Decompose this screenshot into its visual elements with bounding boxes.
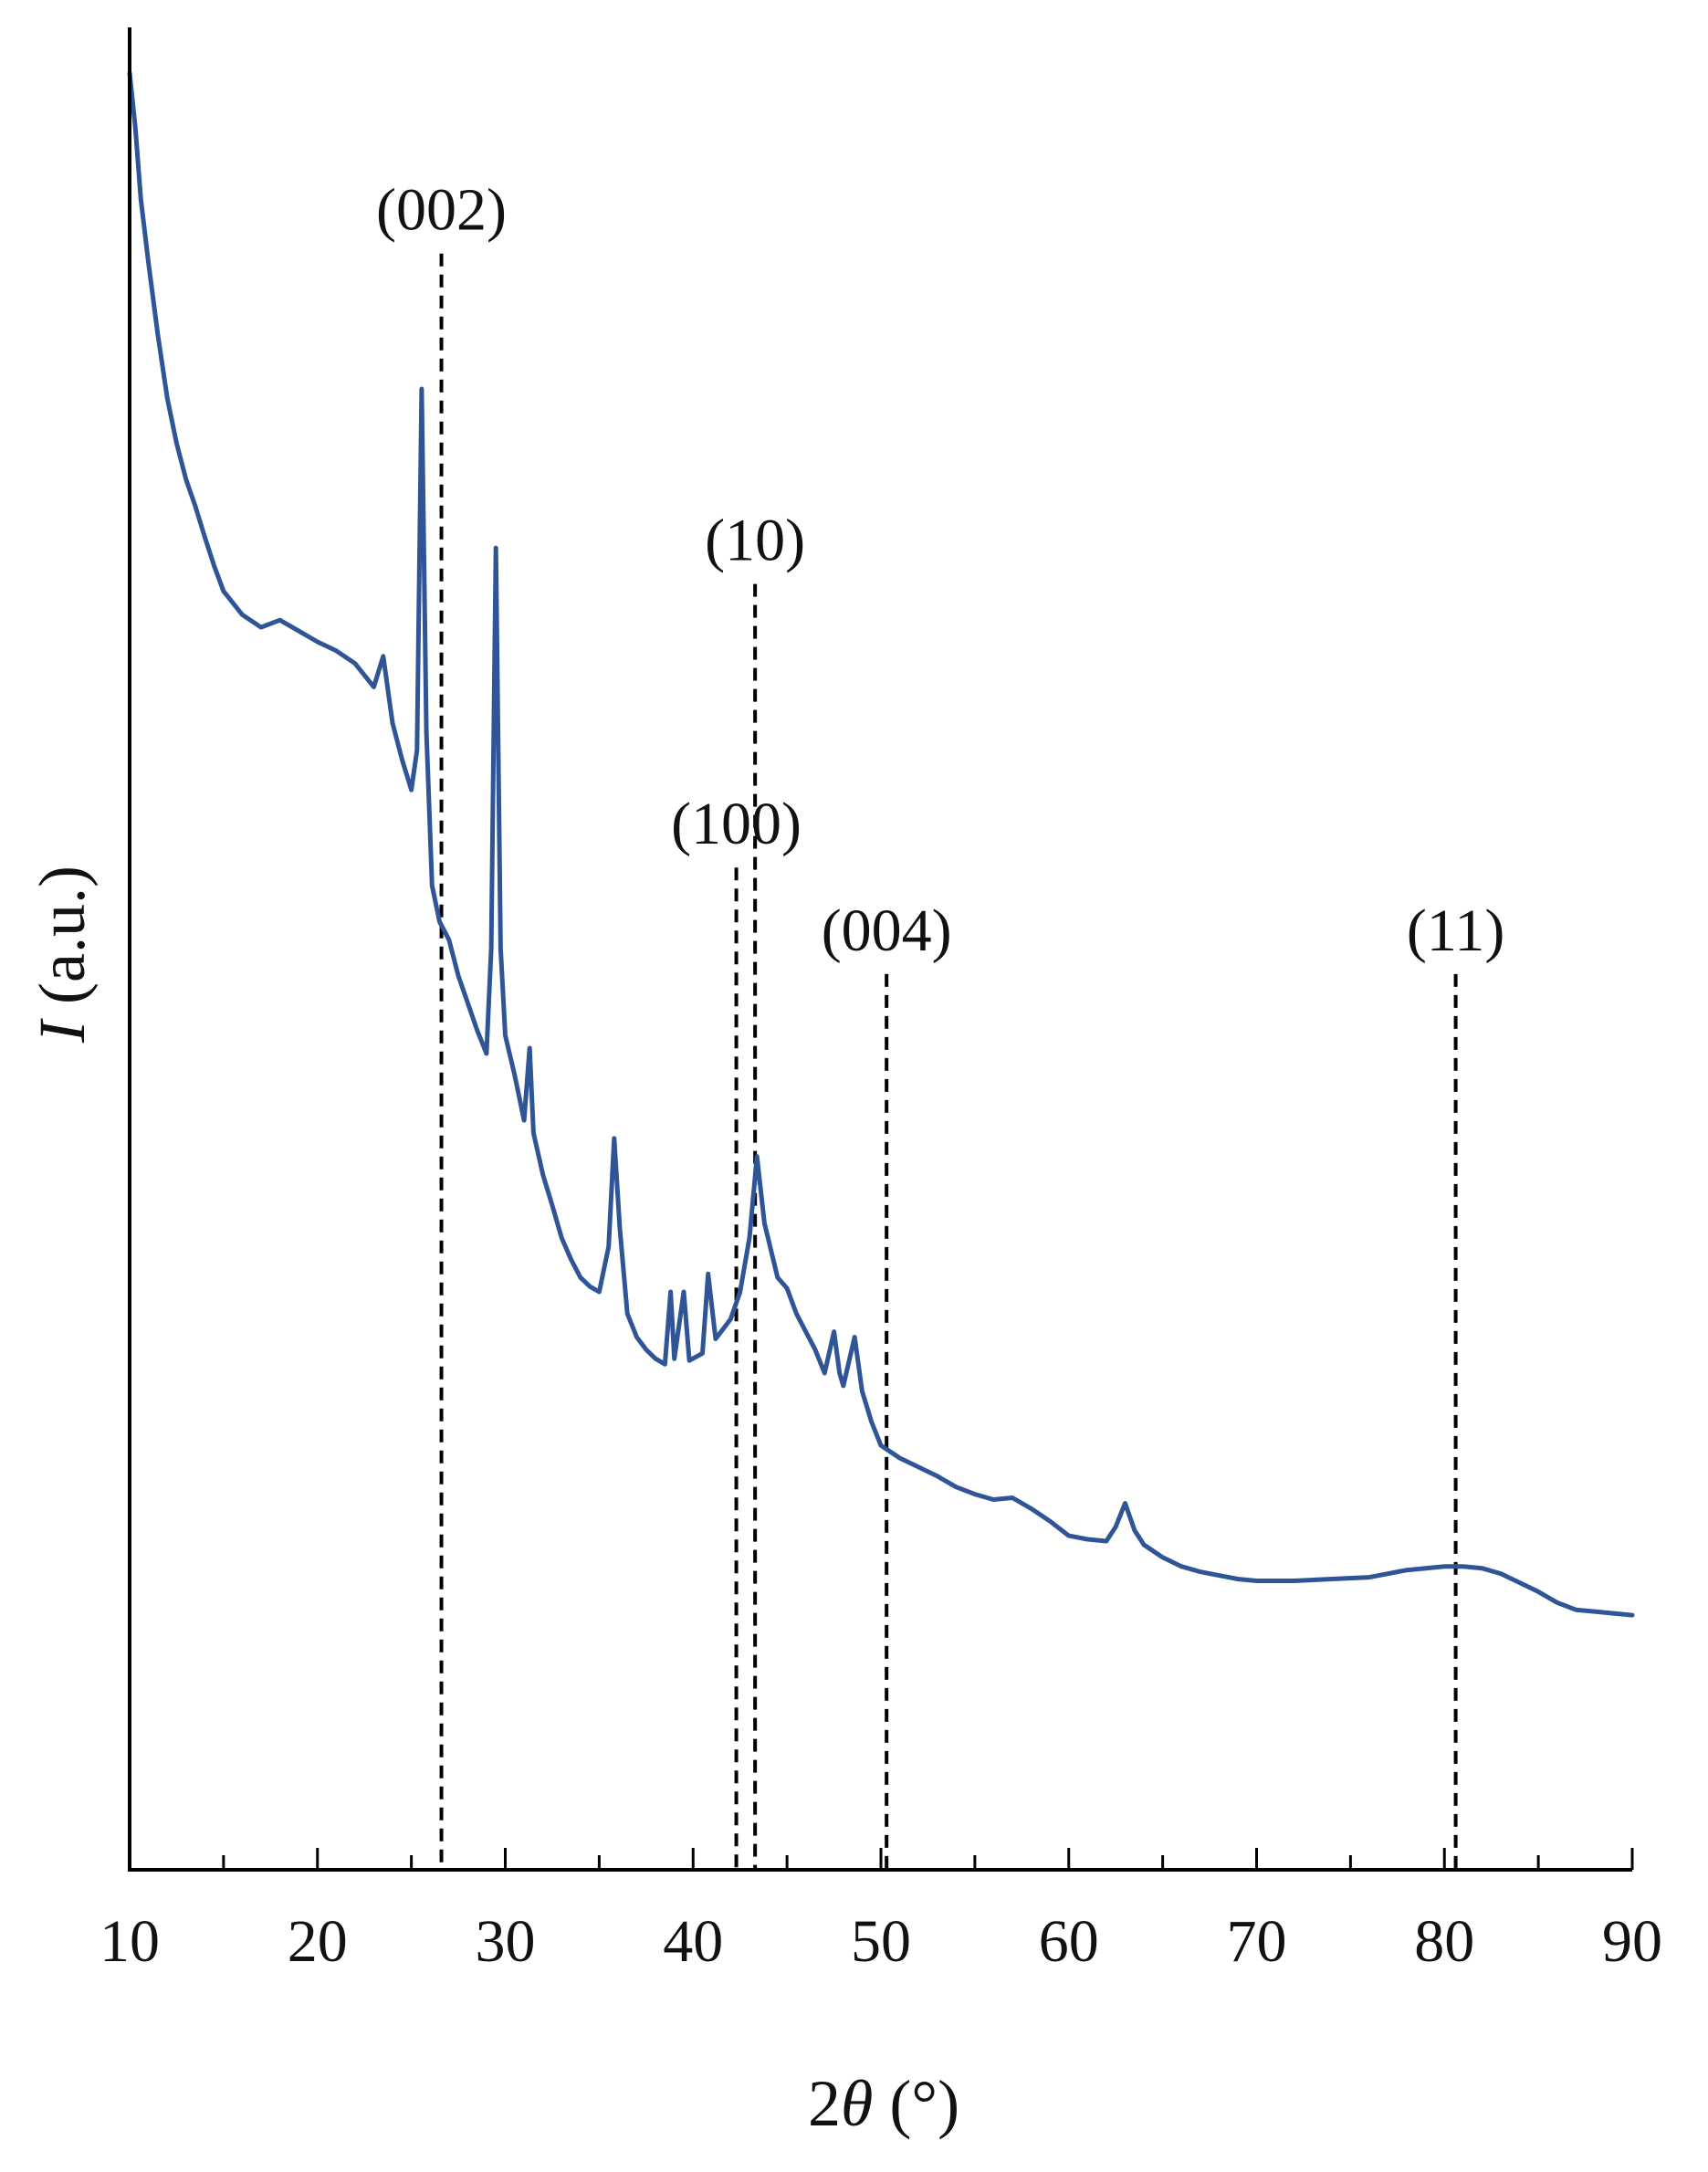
x-tick-label: 70	[1227, 1908, 1287, 1975]
x-tick-label: 60	[1039, 1908, 1099, 1975]
series-line	[127, 70, 1635, 1618]
y-axis-title: I (a.u.)	[26, 866, 99, 1044]
x-tick-label: 10	[100, 1908, 160, 1975]
reference-line-label: (10)	[705, 508, 805, 574]
reference-line-label: (11)	[1407, 897, 1505, 964]
reference-line-label: (100)	[671, 791, 802, 857]
reference-line-label: (004)	[822, 897, 952, 964]
x-tick-label: 30	[476, 1908, 536, 1975]
x-tick-label: 80	[1414, 1908, 1474, 1975]
reference-line-label: (002)	[376, 177, 507, 244]
x-tick-label: 90	[1602, 1908, 1662, 1975]
x-tick-label: 40	[663, 1908, 723, 1975]
reference-lines	[439, 253, 1458, 1870]
reference-line-labels: (002) (100) (10) (004) (11)	[376, 177, 1504, 964]
x-axis-ticks	[128, 1848, 1634, 1870]
x-tick-label: 50	[851, 1908, 911, 1975]
x-axis-tick-labels: 10 20 30 40 50 60 70 80 90	[100, 1908, 1662, 1975]
x-tick-label: 20	[288, 1908, 348, 1975]
x-axis-title: 2θ (°)	[808, 2067, 959, 2140]
